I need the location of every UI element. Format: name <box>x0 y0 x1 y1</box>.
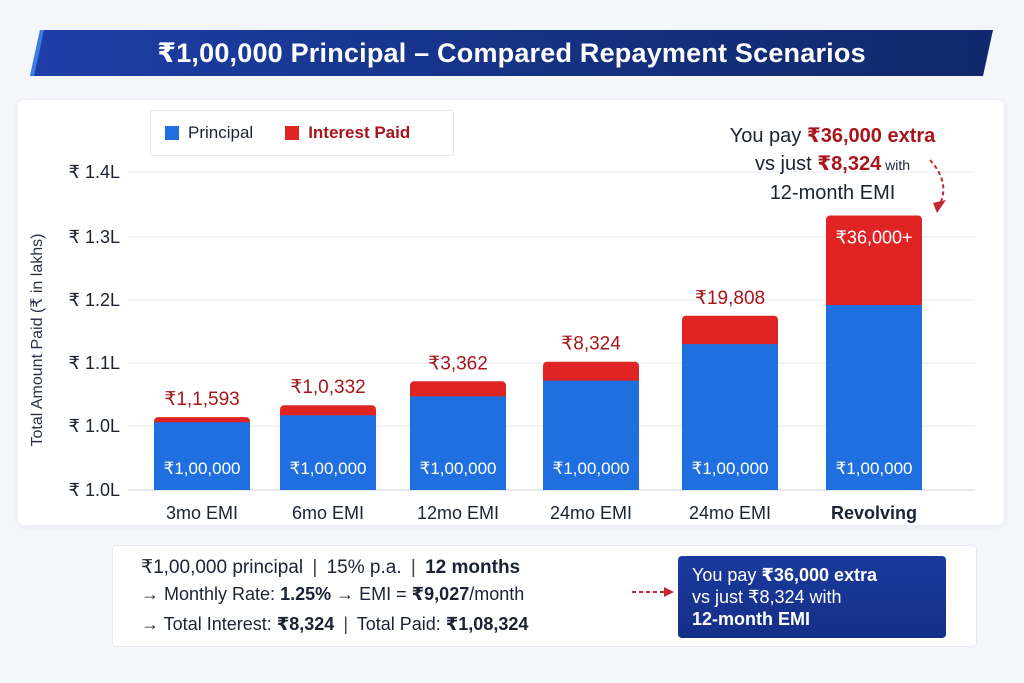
interest-data-label: ₹8,324 <box>561 334 621 355</box>
footer-principal: ₹1,00,000 principal <box>141 557 304 578</box>
footer-total-paid-label: Total Paid: <box>356 614 446 634</box>
bar-principal <box>280 415 376 490</box>
y-tick-label: ₹ 1.4L <box>69 162 121 182</box>
callout-box: You pay ₹36,000 extra vs just ₹8,324 wit… <box>678 556 946 638</box>
annotation-line2-prefix: vs just <box>754 153 818 175</box>
callout-line1-strong: ₹36,000 extra <box>761 565 878 585</box>
legend-swatch-principal <box>165 126 179 140</box>
principal-data-label: ₹1,00,000 <box>836 459 913 478</box>
x-category-label: 12mo EMI <box>417 503 499 523</box>
interest-data-label: ₹1,1,593 <box>164 389 239 410</box>
footer-monthly-rate-label: → Monthly Rate: <box>141 584 281 604</box>
callout-line-2: vs just ₹8,324 with <box>692 587 842 607</box>
footer-monthly-rate-value: 1.25% <box>280 584 332 604</box>
legend-label-principal: Principal <box>188 123 254 142</box>
footer-separator: | <box>312 557 318 578</box>
principal-data-label: ₹1,00,000 <box>553 459 630 478</box>
interest-data-label: ₹36,000+ <box>835 228 912 248</box>
principal-data-label: ₹1,00,000 <box>164 459 241 478</box>
legend-item-interest: Interest Paid <box>285 123 410 143</box>
title-banner: ₹1,00,000 Principal – Compared Repayment… <box>30 30 993 76</box>
annotation-line2-small: with <box>881 157 910 173</box>
x-category-label: 6mo EMI <box>292 503 364 523</box>
annotation-line-1: You pay ₹36,000 extra <box>700 122 965 150</box>
footer-separator: | <box>343 614 349 634</box>
footer-tenure: 12 months <box>425 557 521 578</box>
y-tick-label: ₹ 1.2L <box>69 290 121 310</box>
y-tick-label: ₹ 1.0L <box>69 416 121 436</box>
legend-item-principal: Principal <box>165 123 253 143</box>
x-category-label: 24mo EMI <box>550 503 632 523</box>
footer-rate: 15% p.a. <box>326 557 402 578</box>
footer-total-paid-value: ₹1,08,324 <box>445 614 529 634</box>
revolving-annotation: You pay ₹36,000 extra vs just ₹8,324 wit… <box>700 122 965 207</box>
annotation-line2-strong: ₹8,324 <box>817 153 882 175</box>
principal-data-label: ₹1,00,000 <box>290 459 367 478</box>
footer-line-1: ₹1,00,000 principal | 15% p.a. | 12 mont… <box>141 556 520 579</box>
bar-principal <box>826 305 922 490</box>
callout-line-1: You pay ₹36,000 extra <box>692 564 932 586</box>
footer-total-interest-label: → Total Interest: <box>141 614 277 634</box>
callout-line1-prefix: You pay <box>692 565 762 585</box>
y-tick-label: ₹ 1.3L <box>69 227 121 247</box>
legend-label-interest: Interest Paid <box>308 123 411 142</box>
principal-data-label: ₹1,00,000 <box>420 459 497 478</box>
callout-line-3: 12-month EMI <box>692 608 932 630</box>
annotation-line1-strong: ₹36,000 extra <box>806 125 936 147</box>
annotation-line1-prefix: You pay <box>729 125 807 147</box>
footer-line-3: → Total Interest: ₹8,324 | Total Paid: ₹… <box>141 614 528 635</box>
dashed-arrow-icon <box>632 587 674 597</box>
bar-interest <box>543 361 639 385</box>
bar-principal <box>682 344 778 490</box>
callout-line3-strong: 12-month EMI <box>692 609 811 629</box>
bar-interest <box>410 381 506 401</box>
chart-title: ₹1,00,000 Principal – Compared Repayment… <box>157 37 866 68</box>
interest-data-label: ₹19,808 <box>695 288 765 309</box>
footer-separator: | <box>410 557 416 578</box>
annotation-line-3: 12-month EMI <box>769 182 896 204</box>
interest-data-label: ₹1,0,332 <box>290 377 365 398</box>
footer-emi-value: ₹9,027 <box>411 584 470 604</box>
x-category-label: 3mo EMI <box>166 503 238 523</box>
footer-emi-unit: /month <box>469 584 525 604</box>
annotation-arrow-icon <box>929 159 945 205</box>
legend-swatch-interest <box>285 126 300 140</box>
annotation-line-2: vs just ₹8,324 with <box>700 150 965 179</box>
x-category-label: 24mo EMI <box>689 503 771 523</box>
bar-principal <box>543 380 639 490</box>
bar-interest <box>826 215 922 310</box>
annotation-arrowhead-icon <box>933 200 946 213</box>
footer-emi-label: → EMI = <box>331 584 412 604</box>
legend: Principal Interest Paid <box>150 110 454 156</box>
bar-interest <box>682 315 778 349</box>
bar-principal <box>154 422 250 490</box>
y-axis-title: Total Amount Paid (₹ in lakhs) <box>29 233 46 447</box>
y-tick-label: ₹ 1.1L <box>69 353 121 373</box>
footer-line-2: → Monthly Rate: 1.25% → EMI = ₹9,027/mon… <box>141 584 524 605</box>
principal-data-label: ₹1,00,000 <box>692 459 769 478</box>
x-category-label: Revolving <box>831 503 917 523</box>
bar-principal <box>410 396 506 490</box>
footer-total-interest-value: ₹8,324 <box>276 614 335 634</box>
interest-data-label: ₹3,362 <box>428 353 488 374</box>
y-tick-label: ₹ 1.0L <box>69 480 121 500</box>
